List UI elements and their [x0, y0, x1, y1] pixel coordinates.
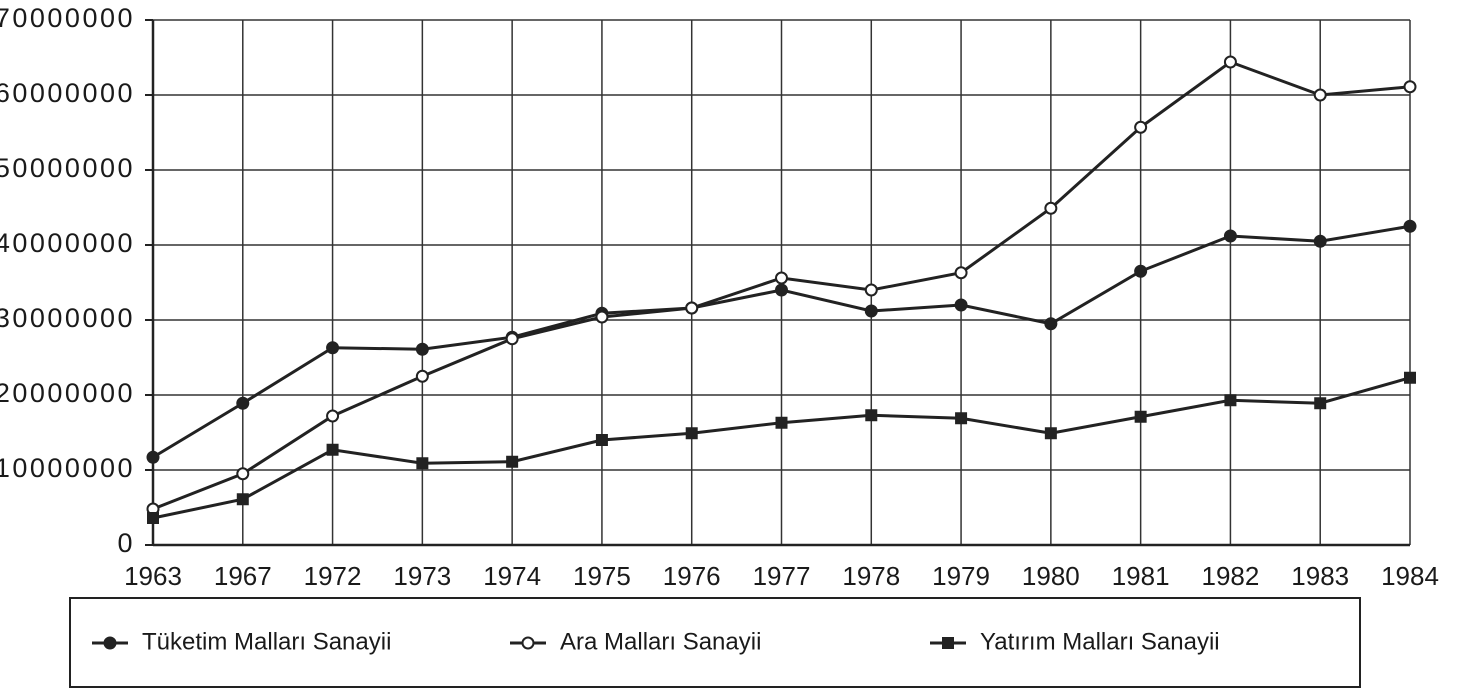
marker	[595, 434, 608, 446]
y-tick-label: 40000000	[0, 228, 135, 258]
x-tick-label: 1979	[932, 561, 990, 591]
x-tick-label: 1983	[1291, 561, 1349, 591]
marker	[146, 450, 160, 464]
legend-label: Yatırım Malları Sanayii	[980, 628, 1220, 655]
marker	[1313, 234, 1327, 248]
marker	[1404, 371, 1416, 384]
x-tick-label: 1975	[573, 561, 631, 591]
marker	[103, 636, 117, 650]
marker	[954, 298, 968, 312]
marker	[954, 266, 968, 280]
marker	[1044, 317, 1058, 331]
marker	[864, 304, 878, 318]
marker	[521, 636, 535, 650]
marker	[1134, 264, 1148, 278]
marker	[1224, 394, 1237, 407]
x-tick-label: 1981	[1112, 561, 1170, 591]
x-tick-label: 1974	[483, 561, 541, 591]
x-tick-label: 1976	[663, 561, 721, 591]
marker	[685, 427, 698, 440]
x-tick-label: 1984	[1381, 561, 1439, 591]
marker	[236, 467, 250, 481]
marker	[595, 310, 609, 324]
marker	[326, 341, 340, 355]
y-tick-label: 50000000	[0, 153, 135, 183]
marker	[506, 455, 519, 468]
marker	[147, 512, 159, 524]
y-tick-label: 30000000	[0, 303, 135, 333]
marker	[505, 332, 519, 346]
marker	[326, 409, 340, 423]
marker	[416, 457, 429, 470]
marker	[775, 416, 788, 429]
marker	[1044, 427, 1057, 440]
marker	[864, 283, 878, 297]
x-tick-label: 1978	[842, 561, 900, 591]
marker	[775, 283, 788, 297]
y-tick-label: 60000000	[0, 78, 135, 108]
x-tick-label: 1980	[1022, 561, 1080, 591]
legend-label: Tüketim Malları Sanayii	[142, 628, 391, 655]
x-tick-label: 1967	[214, 561, 272, 591]
marker	[685, 301, 699, 315]
marker	[415, 369, 429, 383]
marker	[415, 342, 429, 356]
legend-label: Ara Malları Sanayii	[560, 628, 761, 655]
y-tick-label: 0	[117, 528, 135, 558]
marker	[236, 493, 249, 506]
marker	[1314, 397, 1327, 410]
marker	[1223, 55, 1237, 69]
x-tick-label: 1963	[124, 561, 182, 591]
marker	[955, 412, 968, 425]
y-tick-label: 20000000	[0, 378, 135, 408]
marker	[775, 271, 788, 285]
x-tick-label: 1982	[1202, 561, 1260, 591]
marker	[1403, 219, 1417, 233]
marker	[236, 396, 250, 410]
marker	[865, 409, 878, 422]
marker	[1044, 201, 1058, 215]
marker	[1134, 410, 1147, 423]
marker	[1223, 229, 1237, 243]
legend-box	[69, 597, 1361, 688]
marker	[1313, 88, 1327, 102]
marker	[1403, 80, 1417, 94]
x-tick-label: 1973	[393, 561, 451, 591]
marker	[942, 637, 954, 649]
x-tick-label: 1977	[753, 561, 811, 591]
marker	[326, 443, 339, 456]
x-tick-label: 1972	[304, 561, 362, 591]
marker	[1134, 120, 1148, 134]
y-tick-label: 70000000	[0, 3, 135, 33]
y-tick-label: 10000000	[0, 453, 135, 483]
